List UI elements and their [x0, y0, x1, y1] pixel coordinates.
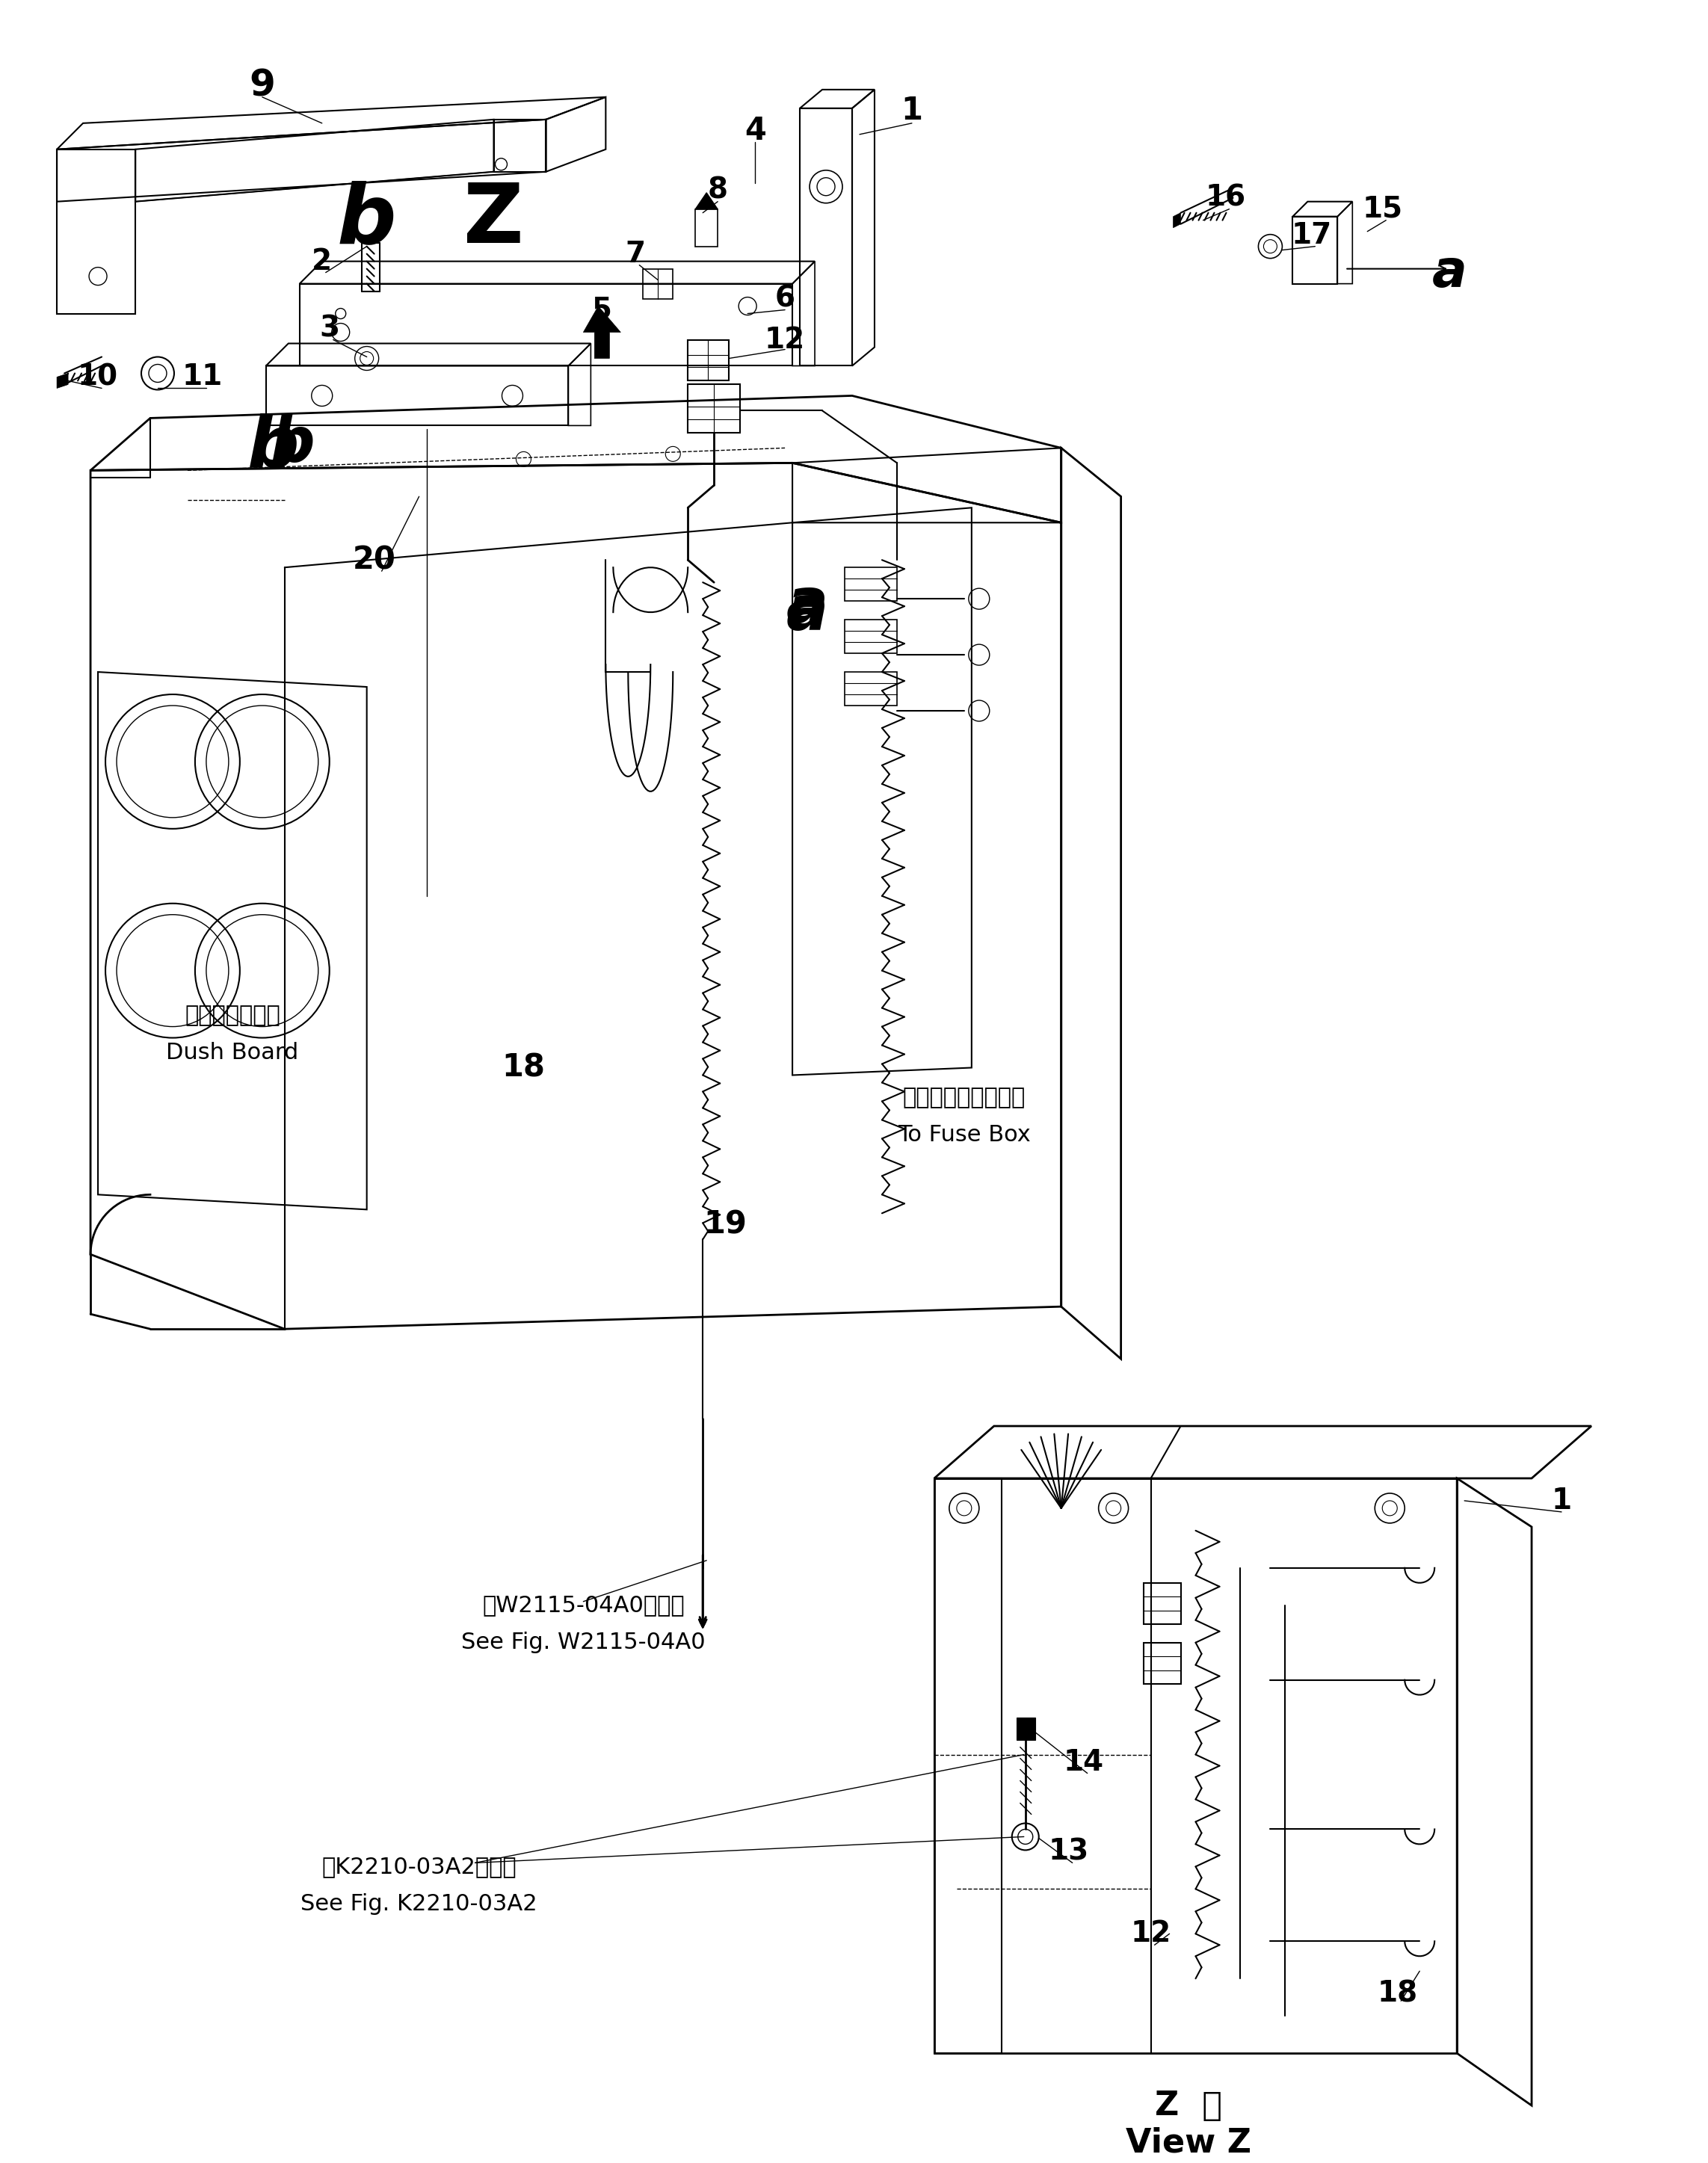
Text: 5: 5	[593, 296, 611, 324]
Polygon shape	[56, 374, 68, 387]
Text: b: b	[270, 413, 314, 474]
Text: 18: 18	[502, 1051, 545, 1084]
Text: 1: 1	[902, 95, 922, 125]
Text: Dush Board: Dush Board	[166, 1043, 299, 1064]
Text: Z: Z	[463, 180, 524, 260]
Text: a: a	[786, 582, 828, 642]
Text: 第K2210-03A2図参照: 第K2210-03A2図参照	[321, 1856, 516, 1877]
Text: 3: 3	[319, 314, 340, 342]
Text: 19: 19	[704, 1209, 746, 1239]
Polygon shape	[1173, 212, 1180, 227]
Text: 14: 14	[1064, 1748, 1103, 1776]
Text: 4: 4	[745, 115, 765, 147]
Text: ダッシュボード: ダッシュボード	[184, 1004, 280, 1025]
Text: See Fig. K2210-03A2: See Fig. K2210-03A2	[301, 1893, 538, 1914]
Text: a: a	[786, 575, 828, 636]
Text: Z  視: Z 視	[1155, 2089, 1221, 2122]
Text: See Fig. W2115-04A0: See Fig. W2115-04A0	[461, 1631, 705, 1653]
Text: 15: 15	[1361, 195, 1402, 223]
Text: 12: 12	[1131, 1919, 1172, 1949]
Text: 16: 16	[1206, 184, 1245, 212]
Text: b: b	[336, 180, 396, 260]
Text: 20: 20	[352, 545, 396, 575]
Text: 12: 12	[765, 324, 804, 355]
Text: 17: 17	[1291, 221, 1332, 249]
Text: 第W2115-04A0図参照: 第W2115-04A0図参照	[482, 1594, 685, 1616]
Polygon shape	[584, 307, 620, 359]
Text: 7: 7	[625, 240, 646, 268]
Text: b: b	[248, 413, 299, 482]
Polygon shape	[695, 193, 717, 210]
Text: 18: 18	[1377, 1979, 1418, 2007]
Text: To Fuse Box: To Fuse Box	[898, 1125, 1030, 1146]
Text: 2: 2	[313, 247, 331, 275]
Polygon shape	[1016, 1717, 1035, 1739]
Text: ヒューズボックスへ: ヒューズボックスへ	[904, 1086, 1025, 1107]
Text: 13: 13	[1049, 1836, 1090, 1867]
Text: 6: 6	[775, 286, 794, 314]
Text: a: a	[1431, 247, 1467, 298]
Text: 1: 1	[1551, 1486, 1571, 1514]
Text: View Z: View Z	[1126, 2126, 1250, 2159]
Text: 10: 10	[79, 363, 118, 392]
Text: 8: 8	[707, 175, 728, 205]
Text: 9: 9	[249, 67, 275, 104]
Text: 11: 11	[183, 363, 222, 392]
